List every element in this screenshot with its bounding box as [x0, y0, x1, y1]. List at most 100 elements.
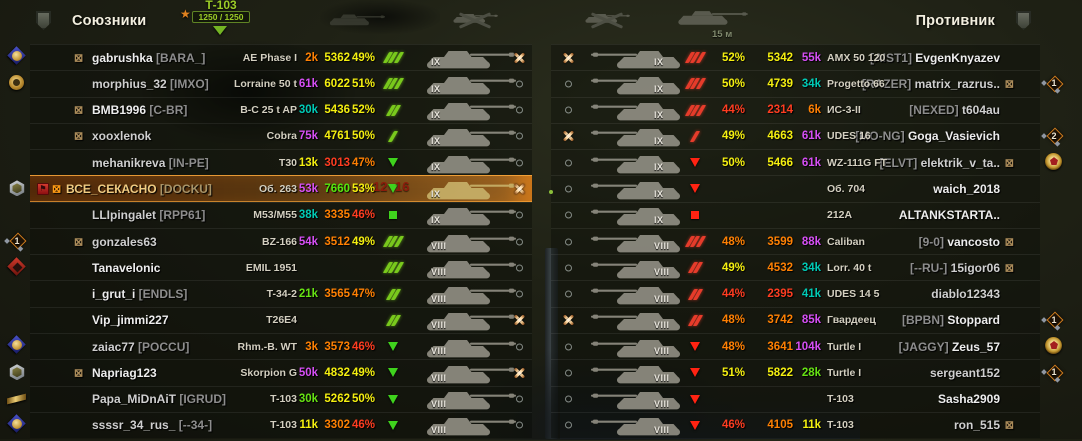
- avg-damage: 3742: [767, 314, 793, 327]
- ally-player-row[interactable]: ⊠ xooxlenok Cobra 75k 4761 50% IX: [30, 122, 532, 150]
- avg-damage: 3335: [324, 209, 350, 222]
- rating-down-arrow-icon: [683, 366, 707, 380]
- rating-chevrons-icon: [381, 261, 405, 275]
- target-hp-value: 1250 / 1250: [198, 12, 244, 22]
- platoon-number: 1: [1051, 367, 1057, 378]
- avg-damage: 4663: [767, 130, 793, 143]
- rating-chevrons-icon: [381, 129, 405, 143]
- idle-status-circle-icon: [565, 185, 572, 193]
- rating-chevrons-icon: [381, 103, 405, 117]
- ally-player-row[interactable]: ⊠ BMB1996 [C-BR] B-C 25 t AP 30k 5436 52% IX: [30, 96, 532, 123]
- enemy-player-row[interactable]: ⊠ [ELVT] elektrik_v_ta.. WZ-111G FT 61k 5466…: [551, 149, 1040, 176]
- damage-floater-text: 12: [373, 179, 388, 194]
- rating-chevrons-icon: [683, 261, 707, 275]
- tank-silhouette-icon: [424, 283, 520, 305]
- player-name-group: [NEXED] t604au: [909, 103, 1000, 117]
- player-name: Napriag123: [92, 365, 157, 380]
- tank-name: Skorpion G: [240, 366, 297, 379]
- player-name: Papa_MiDnAiT: [92, 392, 177, 407]
- enemy-player-row[interactable]: diablo12343 UDES 14 5 41k 2395 44% VIII: [551, 280, 1040, 307]
- tank-name: B-C 25 t AP: [240, 104, 297, 117]
- tank-silhouette-icon: [587, 125, 683, 147]
- tank-silhouette-icon: [587, 47, 683, 69]
- down-triangle: [690, 158, 700, 168]
- ally-player-row[interactable]: zaiac77 [POCCU] Rhm.-B. WT 3k 3573 46% VIII: [30, 332, 532, 360]
- ally-player-row[interactable]: Papa_MiDnAiT [IGRUD] T-103 30k 5262 50% VIII: [30, 385, 532, 412]
- ally-player-row[interactable]: mehanikreva [IN-PE] T30 13k 3013 47% IX: [30, 149, 532, 176]
- tier-label: VIII: [654, 293, 670, 304]
- ally-player-row[interactable]: ⊠ gonzales63 BZ-166 54k 3512 49% VIII: [30, 227, 532, 255]
- player-name: diablo12343: [931, 287, 1000, 302]
- tier-label: IX: [431, 214, 441, 225]
- player-name: Goga_Vasievich: [907, 129, 1000, 144]
- ally-player-row[interactable]: i_grut_i [ENDLS] T-34-2 21k 3565 47% VIII: [30, 280, 532, 307]
- tank-name: Об. 704: [827, 182, 866, 195]
- enemy-player-row[interactable]: ⊠ [RAZER] matrix_razrus.. Progetto 66 34k 47…: [551, 70, 1040, 97]
- avg-damage: 5262: [324, 393, 350, 406]
- in-combat-crossed-swords-icon: [513, 314, 526, 327]
- enemy-player-row[interactable]: ALTANKSTARTA.. 212A IX: [551, 201, 1040, 228]
- avg-damage: 7660: [324, 182, 350, 195]
- enemy-player-row[interactable]: waich_2018 Об. 704 IX: [551, 175, 1040, 202]
- tank-silhouette-icon: [587, 204, 683, 226]
- tank-name: Cobra: [266, 130, 297, 143]
- battles-count: 34k: [801, 77, 821, 90]
- clan-emblem: [7, 257, 27, 277]
- avg-damage: 3599: [767, 235, 793, 248]
- battles-count: 75k: [298, 130, 318, 143]
- battles-count: 54k: [298, 235, 318, 248]
- tank-silhouette-icon: [587, 388, 683, 410]
- enemy-player-row[interactable]: sergeant152 Turtle I 28k 5822 51% VIII: [551, 359, 1040, 386]
- tank-silhouette-icon: [424, 99, 520, 121]
- tank-silhouette-icon: [587, 336, 683, 358]
- enemy-player-row[interactable]: [NEXED] t604au ИС-3-II 6k 2314 44% IX: [551, 96, 1040, 123]
- enemy-player-row[interactable]: [BPBN] Stoppard Гвардеец 85k 3742 48% VIII: [551, 306, 1040, 333]
- avg-damage: 3013: [324, 156, 350, 169]
- ally-player-row[interactable]: morphius_32 [IMXO] Lorraine 50 t 61k 6022 51…: [30, 70, 532, 97]
- tier-label: IX: [654, 83, 664, 94]
- tank-name: Гвардеец: [827, 314, 876, 327]
- enemy-player-row[interactable]: [MO-NG] Goga_Vasievich UDES 16 61k 4663 49% I…: [551, 122, 1040, 150]
- enemy-player-row[interactable]: [JAGGY] Zeus_57 Turtle I 104k 3641 48% VIII: [551, 332, 1040, 360]
- player-name-group: [9-0] vancosto: [919, 235, 1000, 249]
- ally-player-row[interactable]: ⊠ gabrushka [BARA_] AE Phase I 2k 5362 49% IX: [30, 44, 532, 71]
- player-name-group: [JAGGY] Zeus_57: [899, 340, 1000, 354]
- own-player-row[interactable]: ⚑ ⊠ ВСЕ_СЕКАСНО [DOCKU] Об. 263 53k 7660 53% IX: [30, 175, 532, 202]
- player-name: gabrushka: [92, 50, 153, 65]
- idle-status-circle-icon: [565, 369, 572, 377]
- win-rate: 53%: [351, 182, 375, 195]
- tank-name: T30: [278, 156, 297, 169]
- battles-count: 38k: [298, 209, 318, 222]
- enemy-player-row[interactable]: ⊠ [9-0] vancosto Caliban 88k 3599 48% VIII: [551, 227, 1040, 255]
- player-name: BMB1996: [92, 103, 147, 118]
- ally-player-row[interactable]: LLIpingalet [RPP61] M53/M55 38k 3335 46% IX: [30, 201, 532, 228]
- ally-player-row[interactable]: Vip_jimmi227 T26E4 VIII: [30, 306, 532, 333]
- player-name: EvgenKnyazev: [915, 50, 1000, 65]
- idle-status-circle-icon: [565, 80, 572, 88]
- player-name-group: mehanikreva [IN-PE]: [92, 156, 209, 170]
- win-rate: 49%: [351, 51, 375, 64]
- idle-status-circle-icon: [516, 238, 523, 246]
- rating-chevrons-icon: [381, 287, 405, 301]
- avg-damage: 5342: [767, 51, 793, 64]
- avg-damage: 5822: [767, 366, 793, 379]
- ally-player-row[interactable]: Tanavelonic EMIL 1951 VIII: [30, 254, 532, 281]
- avg-damage: 3573: [324, 340, 350, 353]
- enemy-player-row[interactable]: Sasha2909 T-103 VIII: [551, 385, 1040, 412]
- mark-of-excellence-star-icon: ★: [180, 7, 191, 21]
- ally-player-row[interactable]: ssssr_34_rus_ [--34-] T-103 11k 3302 46% VIII: [30, 411, 532, 439]
- idle-status-circle-icon: [565, 159, 572, 167]
- player-name-group: Papa_MiDnAiT [IGRUD]: [92, 392, 226, 406]
- clan-tag: [DOCKU]: [156, 181, 212, 196]
- enemy-player-row[interactable]: ⊠ [--RU-] 15igor06 Lorr. 40 t 34k 4532 49% VII…: [551, 254, 1040, 281]
- player-name-group: ВСЕ_СЕКАСНО [DOCKU]: [66, 182, 212, 196]
- tier-label: IX: [431, 136, 441, 147]
- enemy-player-row[interactable]: ⊠ ron_515 T-103 11k 4105 46% VIII: [551, 411, 1040, 439]
- battles-count: 11k: [802, 419, 821, 432]
- attention-flag-icon[interactable]: ⚑: [37, 182, 49, 195]
- avg-damage: 4832: [324, 366, 350, 379]
- idle-status-circle-icon: [565, 211, 572, 219]
- enemy-player-row[interactable]: [AIST1] EvgenKnyazev AMX 50 120 55k 5342 52%…: [551, 44, 1040, 71]
- idle-status-circle-icon: [565, 395, 572, 403]
- ally-player-row[interactable]: ⊠ Napriag123 Skorpion G 50k 4832 49% VIII: [30, 359, 532, 386]
